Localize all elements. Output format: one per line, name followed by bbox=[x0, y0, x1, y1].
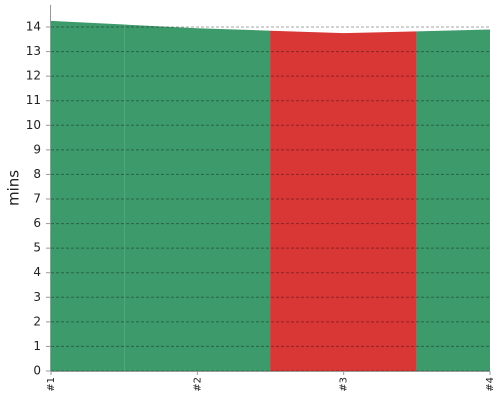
x-tick-label: #4 bbox=[485, 377, 496, 392]
y-tick-label: 6 bbox=[33, 216, 41, 230]
y-tick-label: 7 bbox=[33, 192, 41, 206]
area-segment bbox=[124, 24, 271, 372]
y-tick-label: 2 bbox=[33, 314, 41, 328]
y-axis-label: mins bbox=[5, 170, 23, 206]
area-segment bbox=[51, 20, 125, 371]
area-segment bbox=[270, 30, 417, 371]
y-tick-label: 10 bbox=[26, 118, 41, 132]
y-tick-label: 9 bbox=[33, 142, 41, 156]
y-tick-label: 5 bbox=[33, 241, 41, 255]
y-tick-label: 12 bbox=[26, 69, 41, 83]
y-tick-label: 1 bbox=[33, 339, 41, 353]
y-tick-label: 3 bbox=[33, 290, 41, 304]
y-tick-label: 8 bbox=[33, 167, 41, 181]
area-segment bbox=[416, 29, 490, 372]
x-tick-label: #1 bbox=[46, 377, 57, 392]
y-tick-label: 11 bbox=[26, 93, 41, 107]
y-tick-label: 4 bbox=[33, 265, 41, 279]
y-tick-label: 0 bbox=[33, 364, 41, 378]
x-tick-label: #2 bbox=[192, 377, 203, 392]
x-tick-label: #3 bbox=[339, 377, 350, 392]
y-tick-label: 14 bbox=[26, 20, 41, 34]
y-tick-label: 13 bbox=[26, 44, 41, 58]
